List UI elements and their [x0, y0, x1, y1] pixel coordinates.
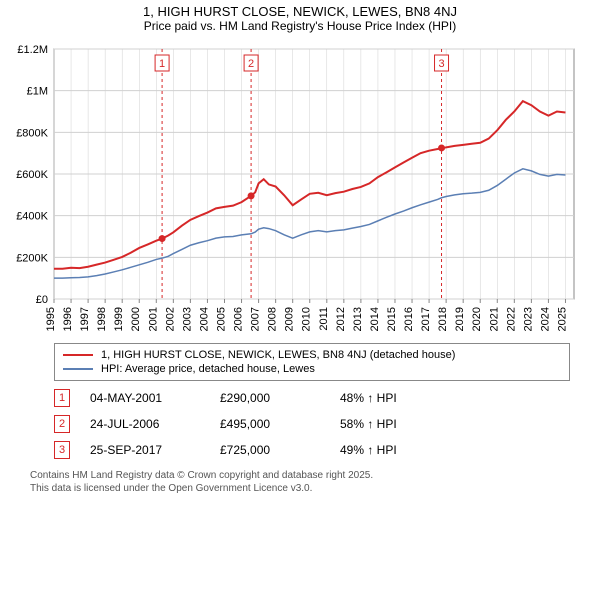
- svg-text:2015: 2015: [386, 307, 398, 331]
- annotation-date: 24-JUL-2006: [90, 417, 200, 431]
- chart-subtitle: Price paid vs. HM Land Registry's House …: [0, 19, 600, 33]
- annotation-price: £290,000: [220, 391, 320, 405]
- footer-line-2: This data is licensed under the Open Gov…: [30, 482, 570, 495]
- svg-text:2000: 2000: [130, 307, 142, 331]
- svg-text:1995: 1995: [45, 307, 57, 331]
- svg-text:2020: 2020: [471, 307, 483, 331]
- annotation-price: £495,000: [220, 417, 320, 431]
- svg-text:2006: 2006: [233, 307, 245, 331]
- legend-item: 1, HIGH HURST CLOSE, NEWICK, LEWES, BN8 …: [63, 348, 561, 362]
- svg-text:2023: 2023: [522, 307, 534, 331]
- annotation-marker: 3: [54, 441, 70, 459]
- svg-text:2010: 2010: [301, 307, 313, 331]
- svg-text:2012: 2012: [335, 307, 347, 331]
- svg-text:2011: 2011: [318, 307, 330, 331]
- svg-text:1999: 1999: [113, 307, 125, 331]
- annotation-hpi: 58% ↑ HPI: [340, 417, 430, 431]
- legend-item: HPI: Average price, detached house, Lewe…: [63, 362, 561, 376]
- svg-text:2024: 2024: [539, 307, 551, 331]
- svg-text:2005: 2005: [215, 307, 227, 331]
- legend-label: HPI: Average price, detached house, Lewe…: [101, 363, 315, 375]
- svg-text:2004: 2004: [198, 307, 210, 331]
- annotation-hpi: 48% ↑ HPI: [340, 391, 430, 405]
- svg-text:1998: 1998: [96, 307, 108, 331]
- svg-text:2014: 2014: [369, 307, 381, 331]
- annotation-date: 04-MAY-2001: [90, 391, 200, 405]
- svg-text:2002: 2002: [164, 307, 176, 331]
- svg-text:2018: 2018: [437, 307, 449, 331]
- annotation-date: 25-SEP-2017: [90, 443, 200, 457]
- annotation-marker: 1: [54, 389, 70, 407]
- svg-text:£600K: £600K: [16, 169, 48, 181]
- svg-text:£200K: £200K: [16, 252, 48, 264]
- svg-text:2022: 2022: [505, 307, 517, 331]
- svg-text:1997: 1997: [79, 307, 91, 331]
- svg-text:1: 1: [159, 58, 165, 70]
- annotation-row: 2 24-JUL-2006 £495,000 58% ↑ HPI: [54, 411, 570, 437]
- annotation-table: 1 04-MAY-2001 £290,000 48% ↑ HPI 2 24-JUL-200…: [54, 385, 570, 463]
- chart-title: 1, HIGH HURST CLOSE, NEWICK, LEWES, BN8 …: [0, 0, 600, 19]
- legend-swatch: [63, 354, 93, 356]
- annotation-hpi: 49% ↑ HPI: [340, 443, 430, 457]
- annotation-price: £725,000: [220, 443, 320, 457]
- line-chart-svg: £0 £200K £400K £600K £800K £1M £1.2M 1995 1996 19…: [0, 41, 600, 339]
- svg-text:3: 3: [438, 58, 444, 70]
- legend-label: 1, HIGH HURST CLOSE, NEWICK, LEWES, BN8 …: [101, 349, 455, 361]
- annotation-marker: 2: [54, 415, 70, 433]
- svg-text:2013: 2013: [352, 307, 364, 331]
- svg-text:2003: 2003: [181, 307, 193, 331]
- svg-text:2021: 2021: [488, 307, 500, 331]
- annotation-row: 1 04-MAY-2001 £290,000 48% ↑ HPI: [54, 385, 570, 411]
- svg-text:£1M: £1M: [27, 86, 48, 98]
- footer-line-1: Contains HM Land Registry data © Crown c…: [30, 469, 570, 482]
- legend: 1, HIGH HURST CLOSE, NEWICK, LEWES, BN8 …: [54, 343, 570, 381]
- svg-text:2007: 2007: [250, 307, 262, 331]
- svg-text:2001: 2001: [147, 307, 159, 331]
- chart-area: £0 £200K £400K £600K £800K £1M £1.2M 1995 1996 19…: [0, 41, 600, 339]
- svg-text:2008: 2008: [267, 307, 279, 331]
- svg-text:2009: 2009: [284, 307, 296, 331]
- legend-swatch: [63, 368, 93, 370]
- svg-text:£400K: £400K: [16, 211, 48, 223]
- annotation-row: 3 25-SEP-2017 £725,000 49% ↑ HPI: [54, 437, 570, 463]
- svg-text:£800K: £800K: [16, 127, 48, 139]
- svg-text:1996: 1996: [62, 307, 74, 331]
- svg-text:£0: £0: [36, 294, 48, 306]
- svg-text:2017: 2017: [420, 307, 432, 331]
- svg-text:£1.2M: £1.2M: [17, 44, 48, 56]
- svg-text:2025: 2025: [556, 307, 568, 331]
- svg-text:2019: 2019: [454, 307, 466, 331]
- footer-attribution: Contains HM Land Registry data © Crown c…: [30, 469, 570, 495]
- svg-text:2016: 2016: [403, 307, 415, 331]
- svg-text:2: 2: [248, 58, 254, 70]
